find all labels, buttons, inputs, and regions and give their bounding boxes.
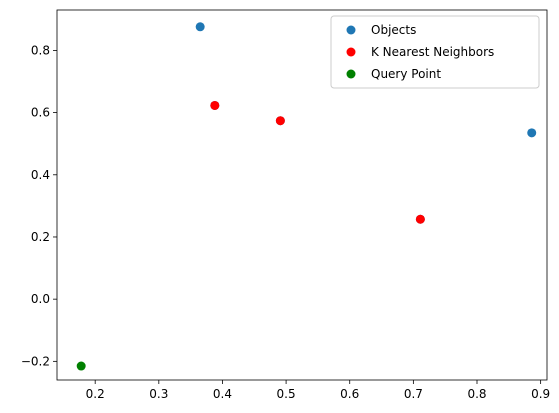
legend-label: Objects — [371, 23, 416, 37]
data-point-objects — [195, 22, 205, 32]
x-tick-label: 0.9 — [531, 387, 550, 401]
y-tick-label: 0.6 — [31, 106, 50, 120]
x-tick-label: 0.5 — [277, 387, 296, 401]
x-tick-label: 0.4 — [213, 387, 232, 401]
x-tick-label: 0.6 — [340, 387, 359, 401]
y-tick-label: 0.4 — [31, 168, 50, 182]
data-point-k-nearest-neighbors — [275, 116, 285, 126]
x-tick-label: 0.8 — [467, 387, 486, 401]
data-point-k-nearest-neighbors — [210, 100, 220, 110]
legend-marker — [346, 25, 356, 35]
y-tick-label: 0.0 — [31, 292, 50, 306]
x-tick-label: 0.3 — [149, 387, 168, 401]
data-point-objects — [527, 128, 537, 138]
legend-label: K Nearest Neighbors — [371, 45, 494, 59]
legend-marker — [346, 47, 356, 57]
y-tick-label: −0.2 — [21, 354, 50, 368]
y-tick-label: 0.8 — [31, 43, 50, 57]
legend: Objects K Nearest Neighbors Query Point — [330, 15, 540, 89]
x-tick-label: 0.2 — [86, 387, 105, 401]
axis-ticks: 0.2 0.3 0.4 0.5 0.6 0.7 0.8 0.9 −0.2 0.0 0.2 0.4 0.6… — [21, 43, 550, 401]
data-points — [76, 22, 537, 371]
x-tick-label: 0.7 — [404, 387, 423, 401]
data-point-k-nearest-neighbors — [415, 214, 425, 224]
legend-box — [330, 15, 540, 89]
data-point-query-point — [76, 361, 86, 371]
y-tick-label: 0.2 — [31, 230, 50, 244]
legend-label: Query Point — [371, 67, 441, 81]
legend-marker — [346, 69, 356, 79]
plot-frame — [56, 9, 548, 381]
